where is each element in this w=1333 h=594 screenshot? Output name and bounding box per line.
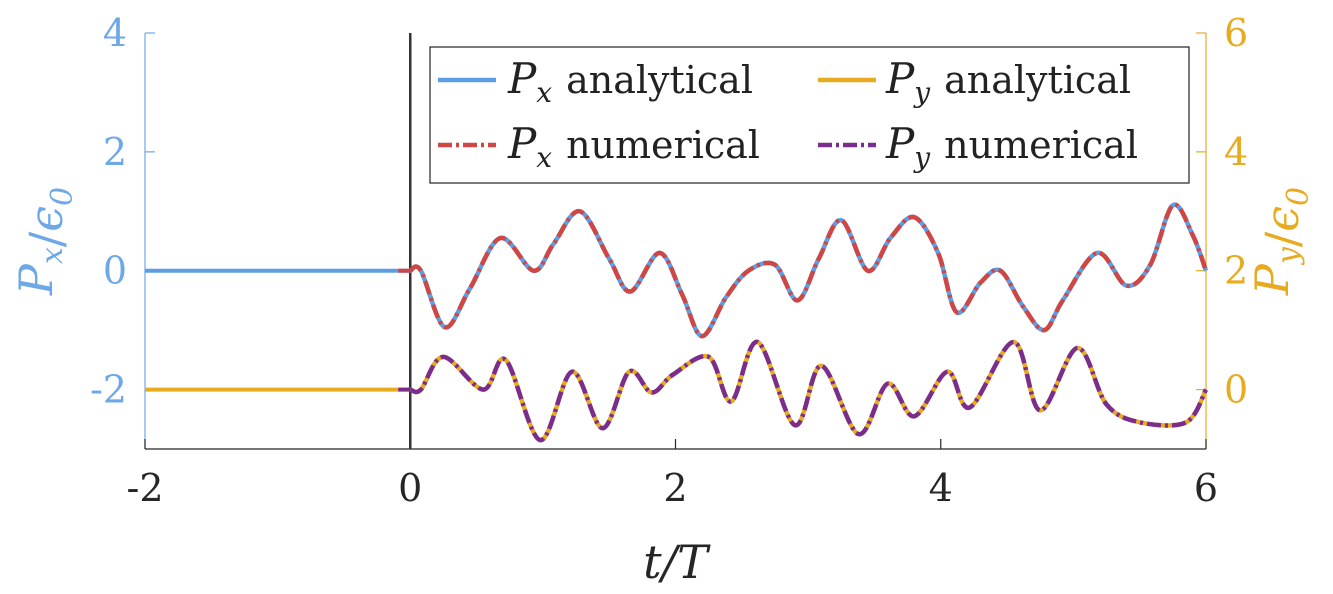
- y-right-tick-label: 0: [1224, 368, 1248, 412]
- x-tick-label: 2: [663, 466, 687, 510]
- legend-label-py_analytical: Py analytical: [885, 54, 1131, 109]
- x-tick-label: 0: [398, 466, 422, 510]
- x-tick-label: -2: [126, 466, 163, 510]
- axes: -2 0 2 4 6 -2 0 2 4 0 2 4 6: [90, 11, 1248, 510]
- x-tick-label: 4: [929, 466, 953, 510]
- px-numerical-line: [409, 202, 1209, 339]
- py-numerical-line: [409, 339, 1209, 443]
- y-left-tick-label: 4: [103, 11, 127, 55]
- legend-label-px_numerical: Px numerical: [507, 119, 760, 174]
- y-right-label: Py/ϵ0: [1245, 187, 1316, 296]
- y-right-tick-label: 6: [1224, 11, 1248, 55]
- legend-label-px_analytical: Px analytical: [507, 54, 753, 109]
- legend-label-py_numerical: Py numerical: [885, 119, 1138, 174]
- y-left-label: Px/ϵ0: [9, 187, 80, 296]
- y-left-tick-label: -2: [90, 368, 127, 412]
- y-left-tick-label: 0: [103, 249, 127, 293]
- y-right-tick-label: 2: [1224, 249, 1248, 293]
- x-tick-label: 6: [1194, 466, 1218, 510]
- y-right-label-text: Py/ϵ0: [1245, 187, 1316, 296]
- plot-lines: [145, 202, 1209, 443]
- y-right-tick-label: 4: [1224, 130, 1248, 174]
- x-axis-label: t/T: [643, 535, 711, 589]
- y-left-label-text: Px/ϵ0: [9, 187, 80, 296]
- y-left-tick-label: 2: [103, 130, 127, 174]
- legend: Px analytical Py analytical Px numerical Py num…: [429, 46, 1190, 184]
- legend-box: [429, 46, 1190, 184]
- axis-labels: Px/ϵ0 Py/ϵ0 t/T: [9, 187, 1316, 589]
